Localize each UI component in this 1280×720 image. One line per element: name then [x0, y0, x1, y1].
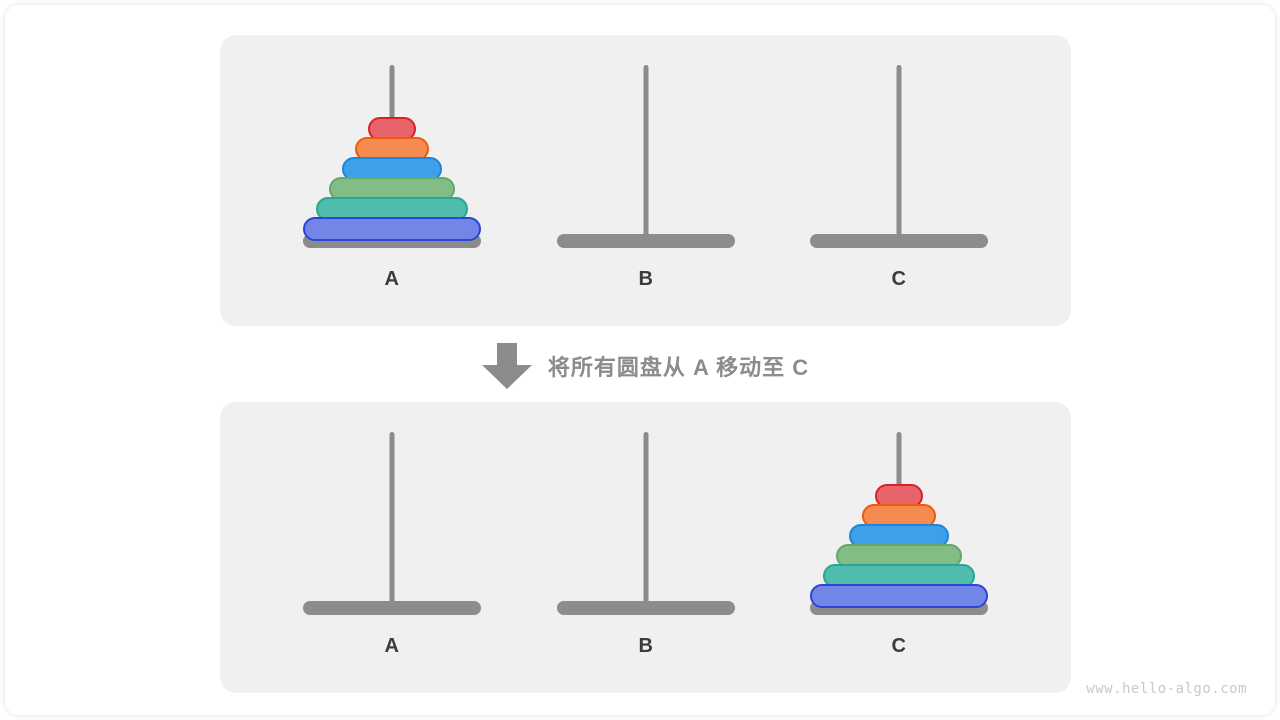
pillar-label-a: A	[384, 268, 400, 290]
pillar-label-b: B	[638, 635, 654, 657]
transition-row: 将所有圆盘从 A 移动至 C	[220, 335, 1071, 397]
pillar-b[interactable]: B	[516, 402, 776, 693]
pillar-pole	[643, 65, 649, 242]
pillar-base	[810, 234, 988, 248]
pillar-base	[303, 601, 481, 615]
disk-1-largest[interactable]	[810, 584, 988, 608]
pillar-b[interactable]: B	[516, 35, 776, 326]
pillar-pole	[389, 432, 395, 609]
watermark: www.hello-algo.com	[1086, 681, 1247, 697]
disk-stack	[799, 483, 999, 608]
pillar-base	[557, 601, 735, 615]
pillar-label-c: C	[891, 268, 907, 290]
pillar-label-a: A	[384, 635, 400, 657]
pillar-c[interactable]: C	[769, 402, 1029, 693]
pillar-label-b: B	[638, 268, 654, 290]
pillar-pole	[643, 432, 649, 609]
transition-caption: 将所有圆盘从 A 移动至 C	[547, 355, 810, 380]
board-final-state: A B C	[220, 402, 1071, 693]
arrow-shaft	[496, 343, 517, 365]
disk-stack	[292, 116, 492, 241]
pillar-label-c: C	[891, 635, 907, 657]
disk-1-largest[interactable]	[303, 217, 481, 241]
diagram-page: A B C A B C 将所有圆盘从 A 移动至 C www.hello-algo.co…	[5, 5, 1275, 715]
pillar-pole	[896, 65, 902, 242]
board-initial-state: A B C	[220, 35, 1071, 326]
pillar-base	[557, 234, 735, 248]
pillar-a[interactable]: A	[262, 35, 522, 326]
arrow-head	[481, 365, 532, 389]
arrow-down-icon	[481, 343, 532, 389]
pillar-a[interactable]: A	[262, 402, 522, 693]
pillar-c[interactable]: C	[769, 35, 1029, 326]
